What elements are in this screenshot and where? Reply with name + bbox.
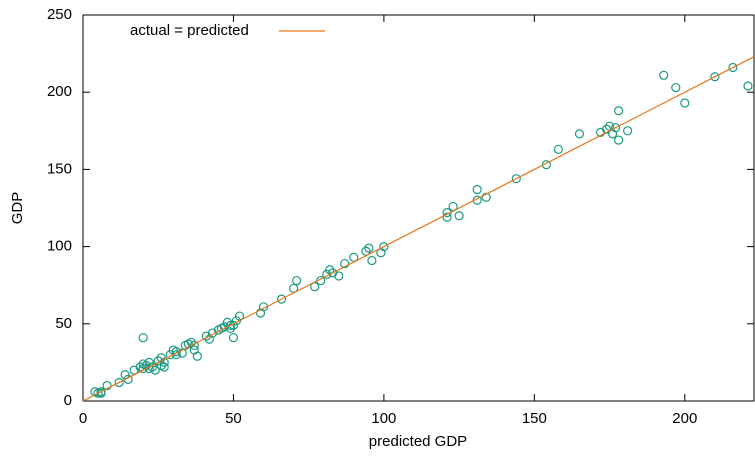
y-tick-label: 200: [47, 83, 72, 100]
point: [228, 333, 239, 343]
point: [150, 365, 160, 375]
point: [177, 348, 187, 358]
legend-label: actual = predicted: [130, 22, 249, 39]
point: [276, 294, 287, 304]
point: [225, 323, 236, 334]
y-tick-label: 250: [47, 6, 72, 23]
point: [292, 275, 302, 286]
point: [454, 211, 464, 221]
point: [728, 62, 738, 73]
y-tick-label: 150: [47, 160, 72, 177]
point: [192, 351, 202, 361]
x-tick-label: 0: [79, 410, 87, 427]
point: [367, 255, 377, 266]
point: [553, 144, 564, 154]
point: [225, 320, 236, 330]
point: [340, 258, 350, 269]
point: [574, 129, 585, 139]
y-tick-label: 50: [55, 315, 72, 332]
x-tick-label: 150: [522, 410, 547, 427]
point: [442, 212, 452, 222]
point: [159, 357, 169, 367]
x-tick-label: 200: [672, 410, 697, 427]
point: [601, 124, 612, 134]
x-tick-label: 100: [371, 410, 396, 427]
point: [141, 360, 151, 371]
y-axis-label: GDP: [9, 192, 26, 225]
point: [659, 70, 669, 80]
point: [743, 81, 753, 91]
point: [613, 135, 624, 145]
point: [472, 184, 482, 195]
point: [623, 126, 633, 136]
x-axis-label: predicted GDP: [369, 433, 467, 450]
point: [710, 72, 720, 82]
point: [138, 333, 148, 343]
point: [610, 123, 621, 133]
point: [334, 271, 344, 281]
reference-line: [82, 56, 755, 402]
plot-frame: [82, 14, 755, 402]
point: [680, 98, 690, 108]
point: [186, 337, 196, 347]
point: [481, 192, 491, 202]
point: [159, 362, 169, 372]
point: [511, 174, 521, 184]
point: [671, 82, 681, 93]
point: [102, 380, 112, 391]
point: [613, 106, 624, 116]
point: [379, 242, 389, 252]
x-tick-label: 50: [225, 410, 242, 427]
point: [364, 243, 374, 253]
y-tick-label: 100: [47, 238, 72, 255]
y-tick-label: 0: [64, 392, 72, 409]
point: [114, 377, 124, 388]
